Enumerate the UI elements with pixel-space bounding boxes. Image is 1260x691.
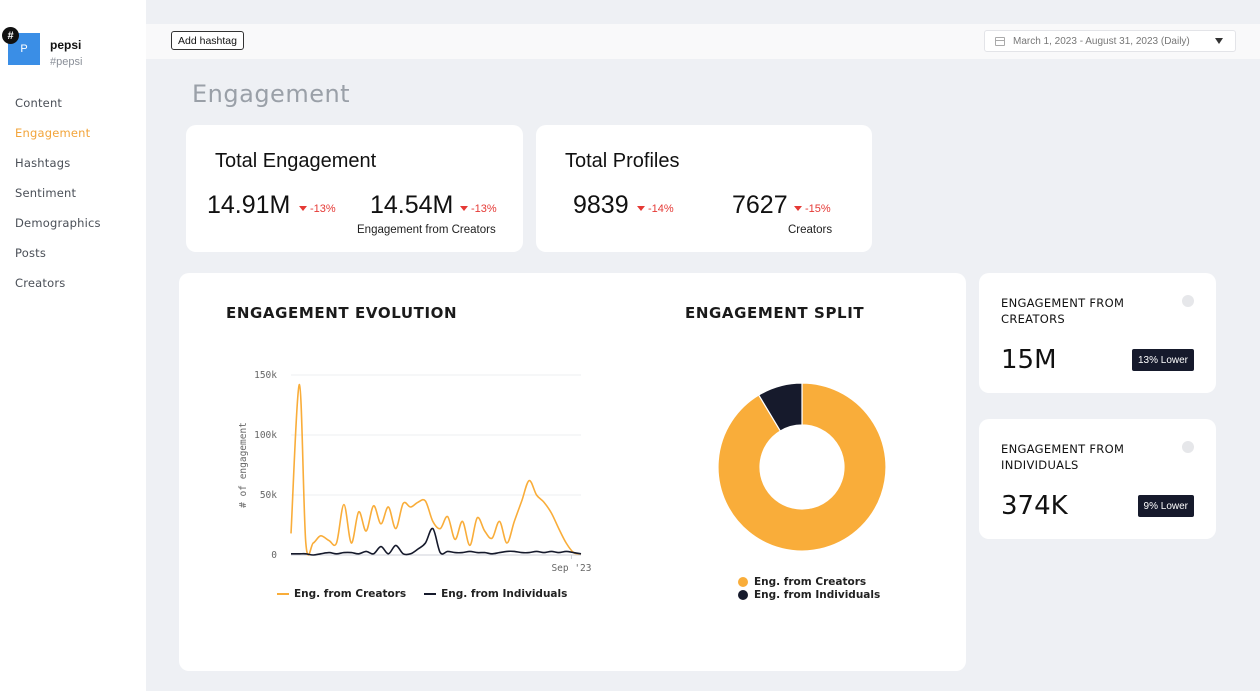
down-triangle-icon xyxy=(637,206,645,211)
y-tick-label: 100k xyxy=(254,430,277,441)
total-engagement-value: 14.91M xyxy=(207,191,291,219)
sidebar-item-engagement[interactable]: Engagement xyxy=(15,126,91,140)
legend-item-creators[interactable]: Eng. from Creators xyxy=(738,575,880,588)
creators-card-value: 15M xyxy=(1001,345,1057,375)
page-title: Engagement xyxy=(192,80,351,108)
caret-down-icon[interactable] xyxy=(1215,38,1223,44)
engagement-individuals-card: ENGAGEMENT FROM INDIVIDUALS 374K 9% Lowe… xyxy=(979,419,1216,539)
date-range-label: March 1, 2023 - August 31, 2023 (Daily) xyxy=(1013,35,1190,47)
total-profiles-title: Total Profiles xyxy=(565,150,680,172)
series-line-creators xyxy=(290,383,582,556)
sidebar-item-content[interactable]: Content xyxy=(15,96,63,110)
info-icon[interactable] xyxy=(1182,441,1194,453)
creator-engagement-label: Engagement from Creators xyxy=(357,224,496,236)
total-engagement-delta: -13% xyxy=(299,203,336,215)
individuals-card-value: 374K xyxy=(1001,491,1068,521)
creator-profiles-value: 7627 xyxy=(732,191,788,219)
sidebar-item-creators[interactable]: Creators xyxy=(15,276,66,290)
split-legend: Eng. from Creators Eng. from Individuals xyxy=(738,575,880,601)
y-axis-label: # of engagement xyxy=(238,422,249,508)
brand-avatar-wrap: P # xyxy=(2,27,40,65)
brand-name: pepsi xyxy=(50,38,82,52)
individuals-comparison-badge: 9% Lower xyxy=(1137,495,1194,517)
legend-item-creators[interactable]: Eng. from Creators xyxy=(277,587,406,600)
creator-engagement-value: 14.54M xyxy=(370,191,454,219)
sidebar-item-posts[interactable]: Posts xyxy=(15,246,47,260)
legend-dot-creators xyxy=(738,576,748,587)
engagement-creators-card: ENGAGEMENT FROM CREATORS 15M 13% Lower xyxy=(979,273,1216,393)
creator-engagement-delta: -13% xyxy=(460,203,497,215)
donut-slice-individuals xyxy=(757,382,803,432)
add-hashtag-button[interactable]: Add hashtag xyxy=(171,31,244,50)
sidebar-item-hashtags[interactable]: Hashtags xyxy=(15,156,71,170)
legend-item-individuals[interactable]: Eng. from Individuals xyxy=(738,588,880,601)
total-engagement-title: Total Engagement xyxy=(215,150,377,172)
top-bar: Add hashtag March 1, 2023 - August 31, 2… xyxy=(146,24,1260,59)
y-tick-label: 150k xyxy=(254,370,277,381)
engagement-evolution-chart[interactable]: 0 50k 100k 150k Sep '23 # of engagement xyxy=(219,357,649,617)
brand-handle: #pepsi xyxy=(50,56,83,68)
sidebar-item-sentiment[interactable]: Sentiment xyxy=(15,186,77,200)
total-profiles-delta: -14% xyxy=(637,203,674,215)
info-icon[interactable] xyxy=(1182,295,1194,307)
calendar-icon xyxy=(995,36,1005,46)
sidebar-item-demographics[interactable]: Demographics xyxy=(15,216,101,230)
series-line-individuals xyxy=(290,527,582,556)
charts-card: ENGAGEMENT EVOLUTION ENGAGEMENT SPLIT 0 5… xyxy=(179,273,966,671)
down-triangle-icon xyxy=(299,206,307,211)
sidebar: P # pepsi #pepsi Content Engagement Hash… xyxy=(0,0,146,691)
evolution-title: ENGAGEMENT EVOLUTION xyxy=(226,304,458,322)
creator-profiles-label: Creators xyxy=(788,224,833,236)
date-range-picker[interactable]: March 1, 2023 - August 31, 2023 (Daily) xyxy=(984,30,1236,52)
engagement-split-donut[interactable] xyxy=(702,367,902,567)
sidebar-nav: Content Engagement Hashtags Sentiment De… xyxy=(15,96,101,306)
total-profiles-value: 9839 xyxy=(573,191,629,219)
down-triangle-icon xyxy=(460,206,468,211)
y-tick-label: 50k xyxy=(260,490,277,501)
creators-card-title: ENGAGEMENT FROM CREATORS xyxy=(1001,296,1125,326)
total-engagement-card: Total Engagement 14.91M -13% 14.54M -13%… xyxy=(186,125,523,252)
split-title: ENGAGEMENT SPLIT xyxy=(685,304,865,322)
donut-slice-creators xyxy=(717,382,887,552)
creators-comparison-badge: 13% Lower xyxy=(1131,349,1194,371)
down-triangle-icon xyxy=(794,206,802,211)
creator-profiles-delta: -15% xyxy=(794,203,831,215)
x-tick-label: Sep '23 xyxy=(551,563,591,574)
y-tick-label: 0 xyxy=(271,550,277,561)
legend-dot-individuals xyxy=(738,589,748,600)
hashtag-badge-icon: # xyxy=(2,27,19,44)
legend-item-individuals[interactable]: Eng. from Individuals xyxy=(424,587,567,600)
legend-line-individuals xyxy=(424,592,437,595)
evolution-legend: Eng. from Creators Eng. from Individuals xyxy=(277,587,567,600)
total-profiles-card: Total Profiles 9839 -14% 7627 -15% Creat… xyxy=(536,125,872,252)
legend-line-creators xyxy=(277,592,289,595)
individuals-card-title: ENGAGEMENT FROM INDIVIDUALS xyxy=(1001,442,1125,472)
